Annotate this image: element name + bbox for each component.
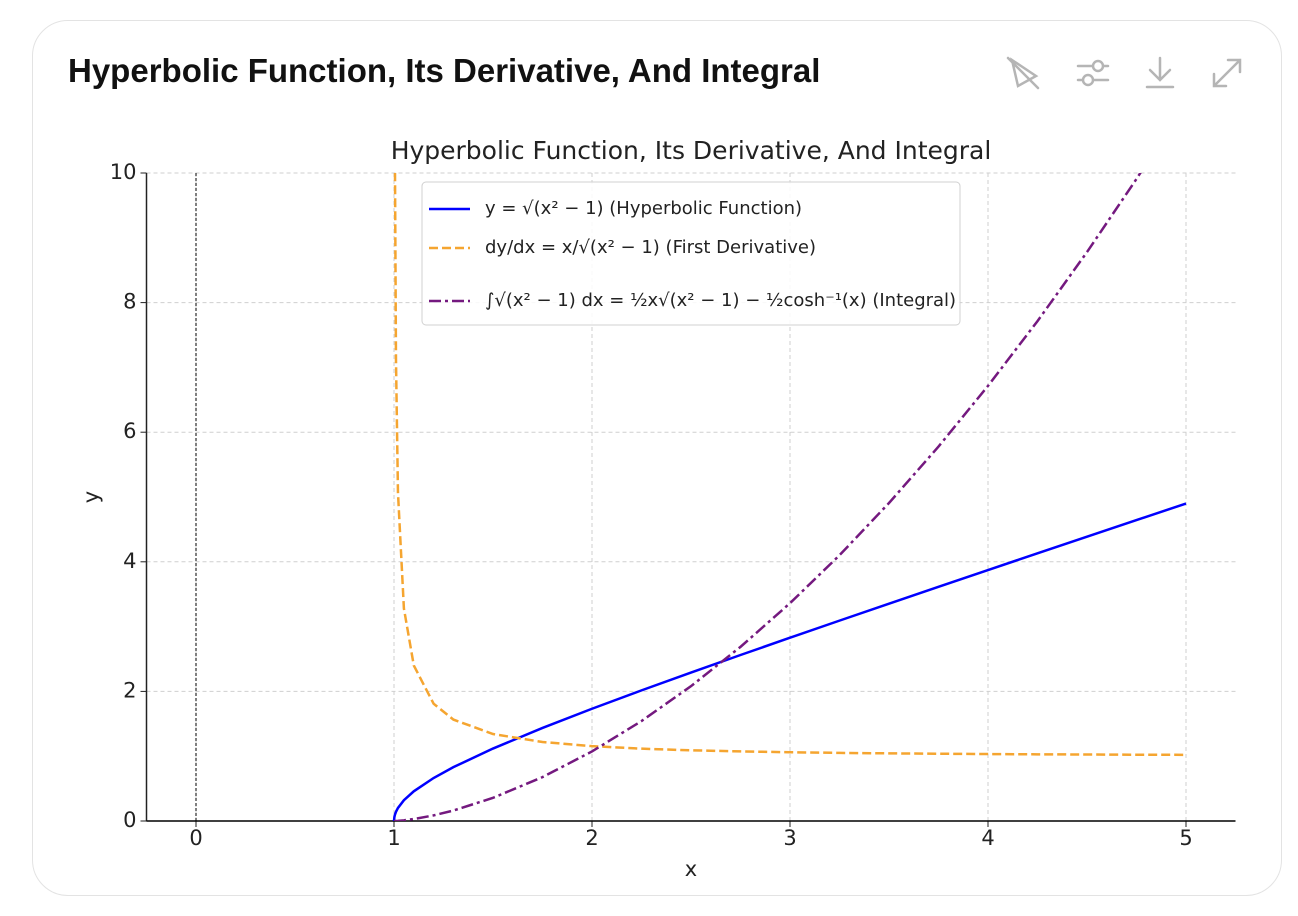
y-tick-label: 8 [123, 290, 136, 314]
x-tick-label: 0 [189, 826, 202, 850]
legend-label: y = √(x² − 1) (Hyperbolic Function) [485, 198, 802, 219]
series-line [393, 173, 1187, 757]
card [32, 20, 1282, 896]
toggle-interactive-button[interactable] [1006, 56, 1040, 90]
settings-button[interactable] [1076, 59, 1110, 87]
y-tick-label: 6 [123, 419, 136, 443]
x-tick-label: 2 [585, 826, 598, 850]
download-button[interactable] [1145, 56, 1175, 89]
series-line [392, 502, 1187, 821]
x-tick-label: 3 [783, 826, 796, 850]
x-tick-label: 4 [981, 826, 994, 850]
toolbar [1006, 56, 1242, 90]
chart-title: Hyperbolic Function, Its Derivative, And… [391, 136, 992, 165]
y-tick-label: 10 [110, 160, 137, 184]
legend-box [421, 181, 961, 326]
plot-area [392, 173, 1187, 821]
legend-label: dy/dx = x/√(x² − 1) (First Derivative) [485, 237, 816, 258]
legend: y = √(x² − 1) (Hyperbolic Function) dy/dx… [421, 181, 961, 326]
series-line [393, 173, 1142, 821]
y-tick-label: 4 [123, 549, 136, 573]
x-tick-label: 1 [387, 826, 400, 850]
x-tick-label: 5 [1179, 826, 1192, 850]
y-tick-label: 2 [123, 678, 136, 702]
card-title: Hyperbolic Function, Its Derivative, And… [68, 52, 821, 89]
y-axis-label: y [79, 491, 103, 503]
legend-label: ∫√(x² − 1) dx = ½x√(x² − 1) − ½cosh⁻¹(x)… [485, 290, 956, 311]
expand-button[interactable] [1212, 58, 1242, 88]
y-tick-label: 0 [123, 808, 136, 832]
x-axis-label: x [685, 857, 697, 881]
